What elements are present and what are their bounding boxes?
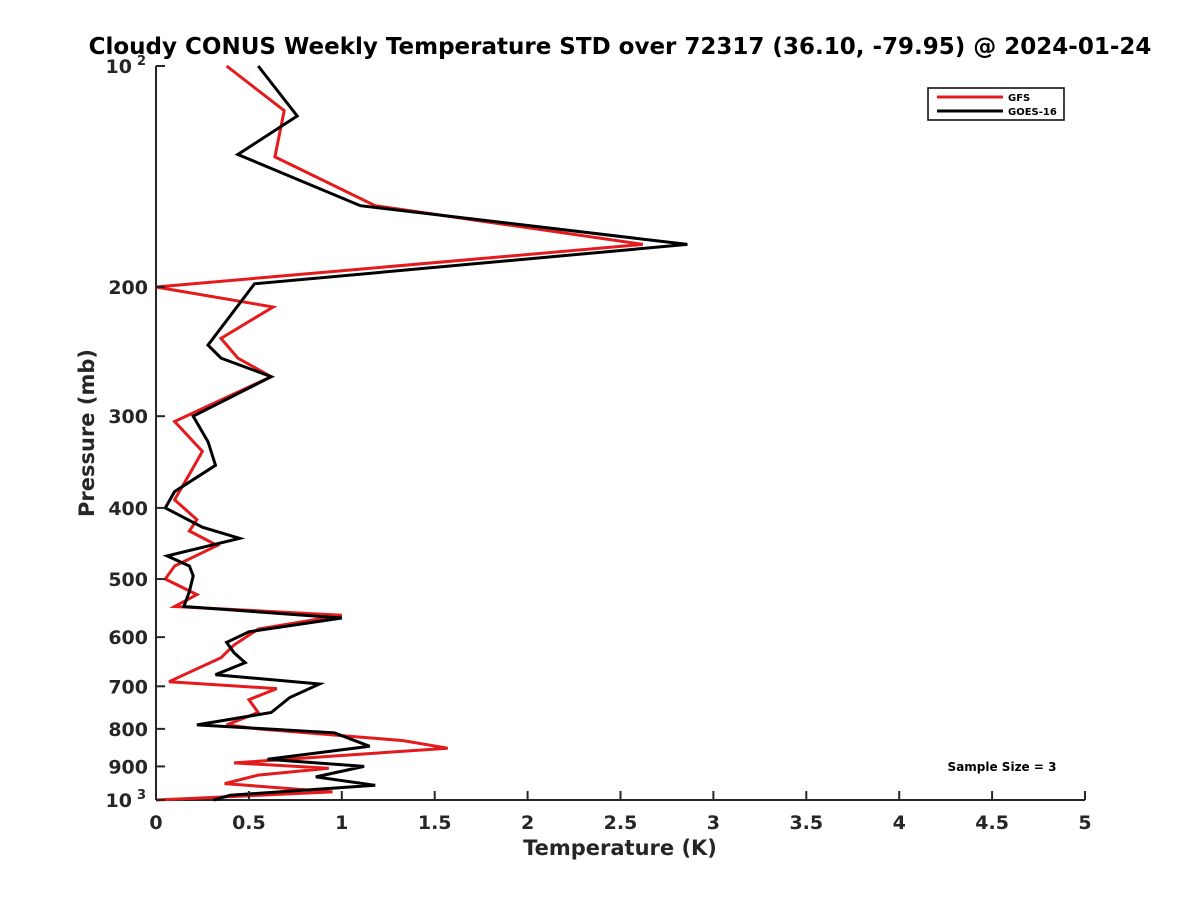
legend-entry: GOES-16 [1008,107,1057,118]
y-tick-label: 700 [108,676,148,698]
y-tick-labels: 10 2 200 300 400 500 600 700 800 900 10 3 [106,54,165,812]
series-line-goes-16 [162,65,688,802]
legend-entry: GFS [1008,93,1030,104]
y-axis-label: Pressure (mb) [75,349,99,517]
y-tick-label: 300 [108,406,148,428]
x-tick-label: 3.5 [789,812,823,834]
x-tick-label: 4 [893,812,906,834]
x-tick-label: 0 [149,812,162,834]
x-tick-label: 2.5 [604,812,638,834]
y-tick-label: 900 [108,756,148,778]
chart-title: Cloudy CONUS Weekly Temperature STD over… [89,34,1152,60]
x-tick-label: 3 [707,812,720,834]
x-tick-label: 1.5 [418,812,452,834]
x-axis-label: Temperature (K) [523,836,717,860]
x-tick-label: 4.5 [975,812,1009,834]
sample-size-annotation: Sample Size = 3 [948,760,1057,774]
series-line-gfs [155,64,644,802]
x-tick-labels: 0 0.5 1 1.5 2 2.5 3 3.5 4 4.5 5 [149,791,1092,834]
y-tick-label: 10 [106,56,132,78]
y-tick-label: 600 [108,627,148,649]
legend: GFS GOES-16 [927,87,1065,121]
x-tick-label: 0.5 [232,812,266,834]
plot-area [155,64,1085,802]
y-tick-label: 10 [106,790,132,812]
y-tick-exponent: 3 [137,788,146,803]
y-tick-label: 400 [108,498,148,520]
y-tick-exponent: 2 [137,54,146,69]
x-tick-label: 1 [335,812,348,834]
y-tick-label: 800 [108,719,148,741]
y-tick-label: 500 [108,569,148,591]
legend-box [927,87,1065,121]
x-tick-label: 5 [1078,812,1091,834]
y-tick-label: 200 [108,277,148,299]
x-tick-label: 2 [521,812,534,834]
